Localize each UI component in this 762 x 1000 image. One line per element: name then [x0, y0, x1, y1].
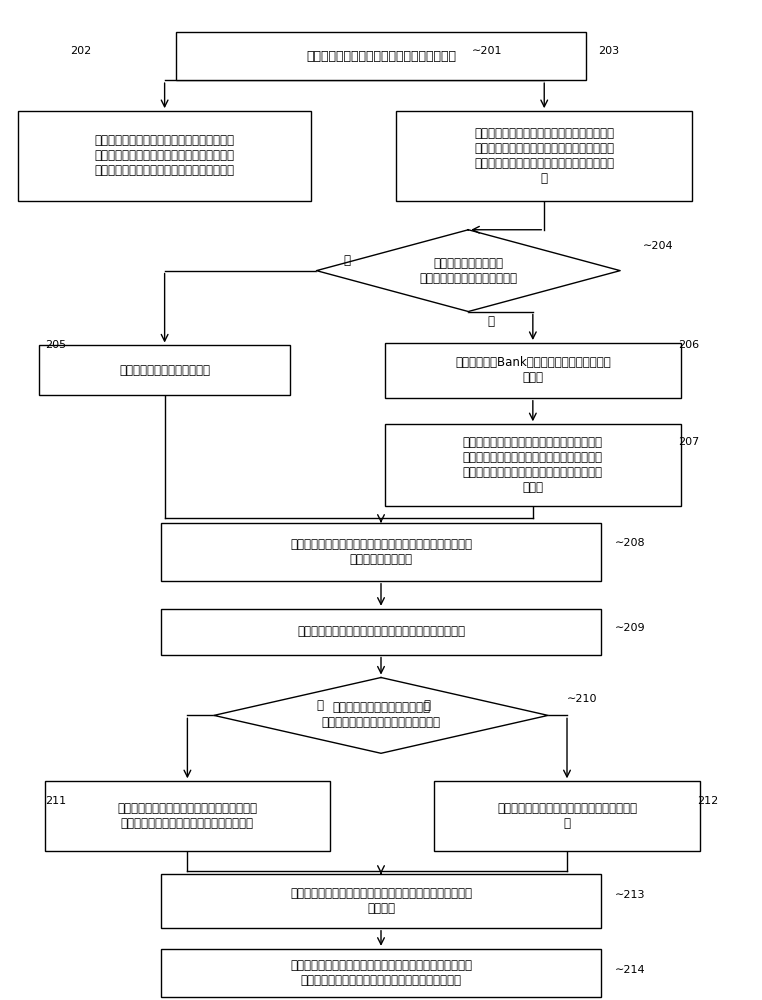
FancyBboxPatch shape	[385, 343, 681, 398]
FancyBboxPatch shape	[161, 949, 601, 997]
Text: 对物理地址进行解析，确定与物理地址对应的目标地址: 对物理地址进行解析，确定与物理地址对应的目标地址	[297, 625, 465, 638]
Text: 207: 207	[678, 437, 699, 447]
Text: 否: 否	[423, 699, 430, 712]
FancyBboxPatch shape	[176, 32, 586, 80]
Text: 获取对非易失内存的访问请求，访问请求包括物理地址、写
操作标识和待写数据: 获取对非易失内存的访问请求，访问请求包括物理地址、写 操作标识和待写数据	[290, 538, 472, 566]
Text: 在磨损记录表中，对交换行地址的写操作次数进行更新或对
与目标地址对应的原始行地址的写操作次数进行更新: 在磨损记录表中，对交换行地址的写操作次数进行更新或对 与目标地址对应的原始行地址…	[290, 959, 472, 987]
Text: 根据目标行地址，确定与目标行地址对应的交
换行地址，并将交换行地址作为访问行地址: 根据目标行地址，确定与目标行地址对应的交 换行地址，并将交换行地址作为访问行地址	[117, 802, 258, 830]
Text: 是: 是	[344, 254, 351, 267]
FancyBboxPatch shape	[385, 424, 681, 506]
Text: 根据访问请求，对由访问行地址和目标地址确定的内存单元
进行访问: 根据访问请求，对由访问行地址和目标地址确定的内存单元 进行访问	[290, 887, 472, 915]
Text: 212: 212	[696, 796, 718, 806]
Text: 205: 205	[46, 340, 66, 350]
Text: 211: 211	[46, 796, 66, 806]
Text: 目标行地址的行缓冲命
中率是否大于行缓冲命中率阈值: 目标行地址的行缓冲命 中率是否大于行缓冲命中率阈值	[419, 257, 517, 285]
FancyBboxPatch shape	[434, 781, 700, 851]
FancyBboxPatch shape	[40, 345, 290, 395]
Text: ∼208: ∼208	[615, 538, 645, 548]
FancyBboxPatch shape	[396, 111, 693, 201]
Text: 203: 203	[598, 46, 620, 56]
Text: 针对每个原始行地址，如果原始行地址的写操
作次数小于写次数阈值，则将原始行地址和原
始行地址的写操作次数关联存储至磨损记录表: 针对每个原始行地址，如果原始行地址的写操 作次数小于写次数阈值，则将原始行地址和…	[94, 134, 235, 177]
Polygon shape	[214, 678, 548, 753]
Text: 否: 否	[488, 315, 495, 328]
Text: 获取非易失内存的各原始行地址的写操作次数: 获取非易失内存的各原始行地址的写操作次数	[306, 50, 456, 63]
FancyBboxPatch shape	[45, 781, 330, 851]
FancyBboxPatch shape	[161, 523, 601, 581]
Text: ∼210: ∼210	[567, 694, 597, 704]
Text: 增加目标行地址的写次数阈值: 增加目标行地址的写次数阈值	[119, 364, 210, 377]
Text: 将写操作系数最小的原始行地址确定为与目标
行地址对应的交换行地址，并将目标行地址和
交换行地址作为一个行重映射关系存储至行重
映射表: 将写操作系数最小的原始行地址确定为与目标 行地址对应的交换行地址，并将目标行地址…	[463, 436, 603, 494]
Text: ∼201: ∼201	[472, 46, 503, 56]
FancyBboxPatch shape	[161, 874, 601, 928]
Text: 202: 202	[70, 46, 91, 56]
Text: ∼213: ∼213	[615, 890, 645, 900]
Text: 行重映射表是否存在与目标地址
对应的原始行地址所一致的目标行地址: 行重映射表是否存在与目标地址 对应的原始行地址所一致的目标行地址	[322, 701, 440, 729]
Text: 是: 是	[317, 699, 324, 712]
Text: ∼214: ∼214	[615, 965, 645, 975]
FancyBboxPatch shape	[161, 609, 601, 655]
Polygon shape	[316, 230, 620, 312]
Text: 针对每个原始行地址，如果原始行地址的写操
作次数等于写次数阈值，则将原始行地址作为
目标行地址，并获取目标行地址的行缓冲命中
率: 针对每个原始行地址，如果原始行地址的写操 作次数等于写次数阈值，则将原始行地址作…	[474, 127, 614, 185]
Text: ∼209: ∼209	[615, 623, 645, 633]
Text: 比较具有同一Bank标识的各原始行地址的写操
作次数: 比较具有同一Bank标识的各原始行地址的写操 作次数	[455, 356, 610, 384]
FancyBboxPatch shape	[18, 111, 311, 201]
Text: 将与目标地址对应的原始行地址作为访问行地
址: 将与目标地址对应的原始行地址作为访问行地 址	[497, 802, 637, 830]
Text: 206: 206	[678, 340, 699, 350]
Text: ∼204: ∼204	[643, 241, 674, 251]
